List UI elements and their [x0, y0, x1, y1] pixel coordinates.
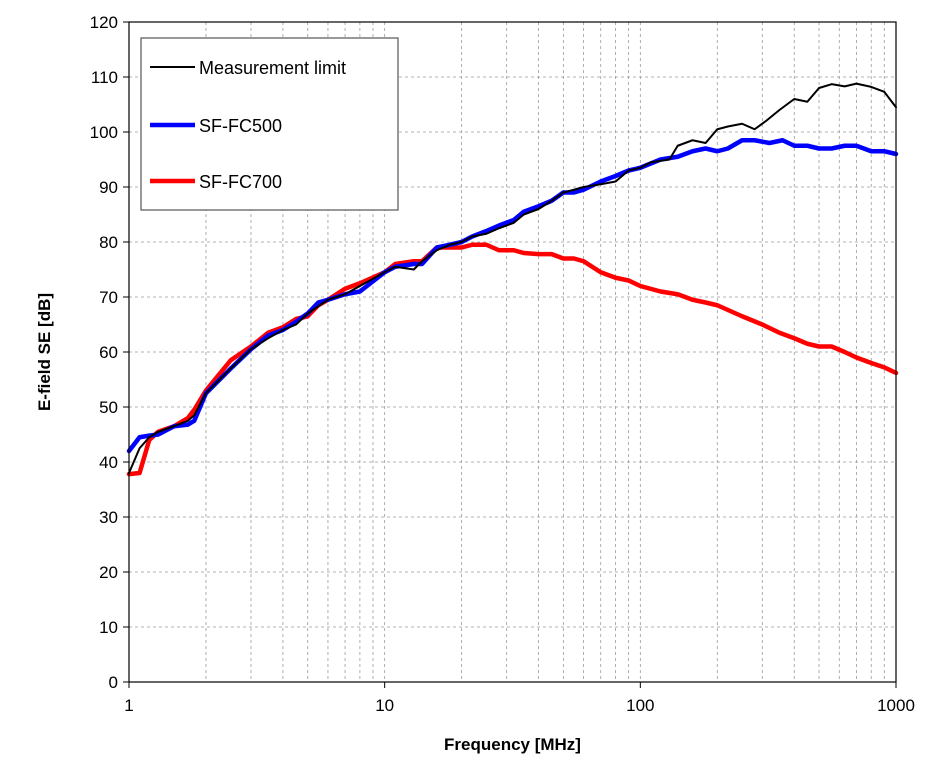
- y-tick-label: 30: [99, 508, 118, 527]
- y-tick-label: 120: [90, 13, 118, 32]
- legend-label-0: Measurement limit: [199, 58, 346, 78]
- x-tick-label: 1: [124, 696, 133, 715]
- y-tick-label: 70: [99, 288, 118, 307]
- y-tick-label: 40: [99, 453, 118, 472]
- series-line-1: [126, 138, 899, 454]
- y-tick-label: 90: [99, 178, 118, 197]
- y-tick-label: 0: [109, 673, 118, 692]
- legend-label-1: SF-FC500: [199, 116, 282, 136]
- y-tick-label: 10: [99, 618, 118, 637]
- y-tick-label: 60: [99, 343, 118, 362]
- y-tick-label: 80: [99, 233, 118, 252]
- y-axis-title: E-field SE [dB]: [35, 293, 54, 411]
- y-tick-label: 100: [90, 123, 118, 142]
- series-line-0: [128, 82, 897, 474]
- legend: Measurement limit SF-FC500 SF-FC700: [140, 37, 399, 211]
- x-tick-label: 1000: [877, 696, 915, 715]
- x-axis-title: Frequency [MHz]: [444, 735, 581, 754]
- x-tick-label: 10: [375, 696, 394, 715]
- series-lines: [126, 82, 899, 477]
- y-tick-label: 110: [91, 68, 118, 87]
- y-tick-label: 20: [99, 563, 118, 582]
- x-tick-label: 100: [626, 696, 654, 715]
- legend-label-2: SF-FC700: [199, 172, 282, 192]
- y-tick-label: 50: [99, 398, 118, 417]
